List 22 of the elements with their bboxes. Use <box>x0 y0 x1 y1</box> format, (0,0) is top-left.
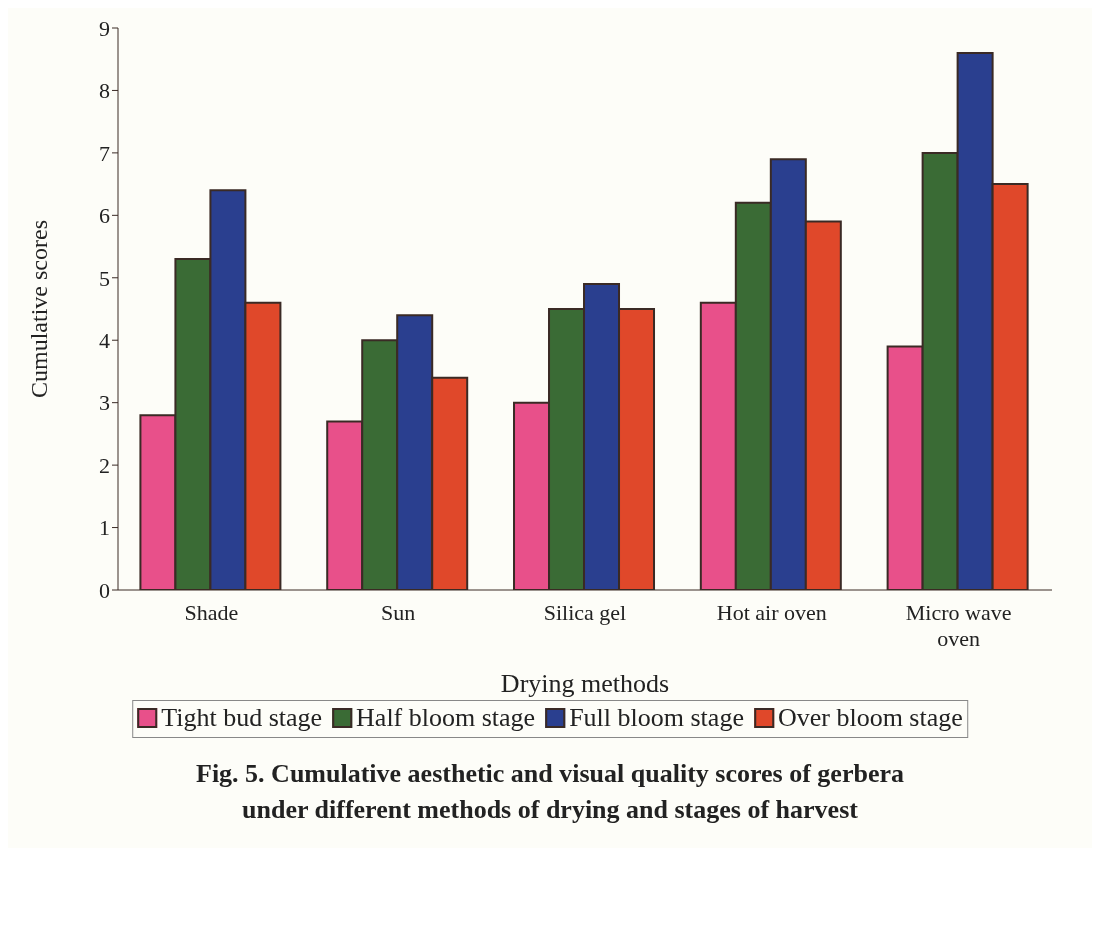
y-tick-label: 8 <box>99 78 110 104</box>
y-tick-label: 9 <box>99 15 110 41</box>
y-tick-label: 4 <box>99 328 110 354</box>
y-tick-label: 7 <box>99 140 110 166</box>
legend-label: Over bloom stage <box>776 703 963 733</box>
y-tick-label: 2 <box>99 452 110 478</box>
x-tick-label: Hot air oven <box>716 600 827 625</box>
x-tick-label: Silica gel <box>543 600 627 625</box>
x-tick-label: Micro wave oven <box>905 600 1012 651</box>
y-axis-title: Cumulative scores <box>25 220 52 398</box>
legend-label: Full bloom stage <box>568 703 744 733</box>
y-tick-label: 6 <box>99 203 110 229</box>
legend-label: Half bloom stage <box>355 703 536 733</box>
text: Fig. 5. Cumulative aesthetic and visual quality scores of gerbera under different methods of drying and stages of harvest <box>195 758 905 826</box>
y-tick-label: 0 <box>99 577 110 603</box>
x-tick-label: Shade <box>184 600 239 625</box>
y-tick-label: 5 <box>99 265 110 291</box>
y-tick-label: 3 <box>99 390 110 416</box>
x-axis-title: Drying methods <box>500 669 670 698</box>
y-tick-label: 1 <box>99 515 110 541</box>
legend-label: Tight bud stage <box>160 703 323 733</box>
x-tick-label: Sun <box>381 600 416 625</box>
